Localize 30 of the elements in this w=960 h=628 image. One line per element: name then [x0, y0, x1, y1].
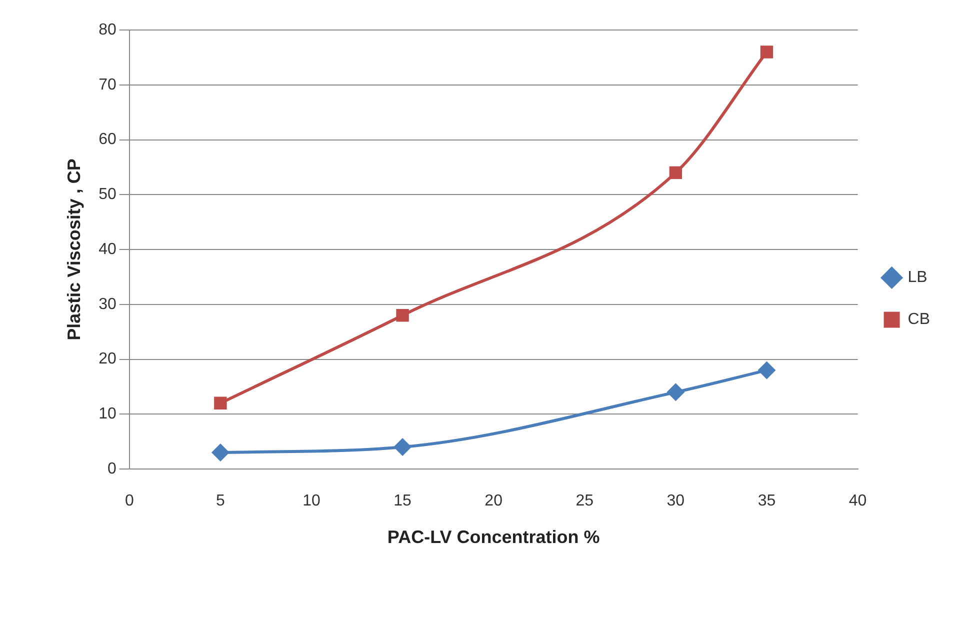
y-tick-label: 30 — [98, 296, 116, 313]
x-tick-label: 30 — [666, 492, 685, 510]
point — [669, 166, 682, 180]
y-tick-label: 20 — [98, 350, 116, 368]
x-tick-label: 15 — [394, 492, 412, 510]
point — [211, 444, 230, 462]
point — [214, 396, 227, 410]
point — [666, 383, 685, 402]
point — [760, 46, 774, 58]
x-tick-label: 20 — [484, 492, 503, 510]
x-tick-label: 0 — [124, 492, 134, 510]
y-tick-label: 60 — [98, 131, 116, 148]
y-tick-label: 50 — [98, 186, 116, 204]
x-tick-label: 40 — [848, 492, 867, 510]
y-tick-label: 10 — [98, 406, 116, 423]
point — [396, 308, 409, 322]
y-tick-label: 80 — [98, 21, 116, 38]
x-tick-label: 35 — [758, 492, 776, 510]
y-tick-label: 0 — [107, 460, 116, 478]
x-tick-label: 25 — [576, 492, 594, 510]
y-axis-title: Plastic Viscosity , CP — [64, 158, 84, 340]
x-axis-title: PAC-LV Concentration % — [387, 527, 600, 548]
legend-label: CB — [908, 311, 930, 328]
y-tick-label: 70 — [98, 76, 116, 94]
legend-label: LB — [908, 269, 928, 286]
y-tick-label: 40 — [98, 240, 116, 258]
x-tick-label: 10 — [302, 492, 320, 510]
point — [758, 361, 776, 380]
point — [394, 438, 412, 456]
x-tick-label: 5 — [216, 492, 225, 510]
